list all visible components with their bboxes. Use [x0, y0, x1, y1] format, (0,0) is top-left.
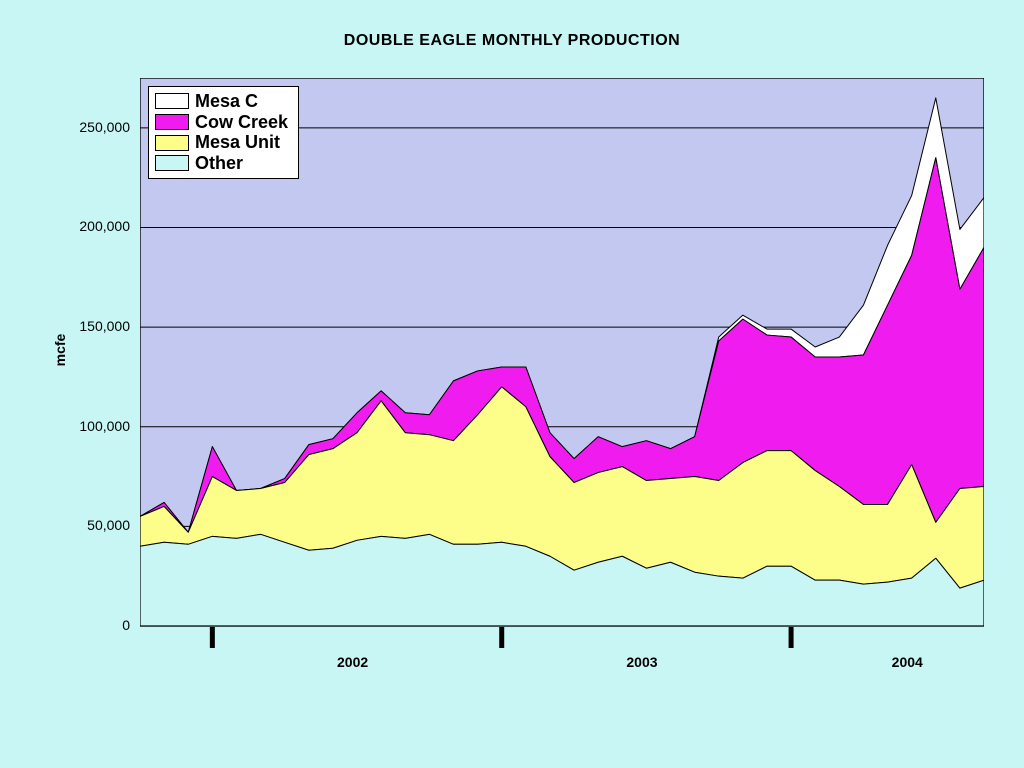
y-tick-label: 150,000: [66, 318, 130, 334]
legend-item: Mesa Unit: [155, 132, 288, 153]
legend-label: Mesa Unit: [195, 132, 280, 153]
x-year-label: 2004: [892, 654, 923, 670]
legend: Mesa CCow CreekMesa UnitOther: [148, 86, 299, 179]
legend-swatch: [155, 93, 189, 109]
legend-swatch: [155, 114, 189, 130]
legend-swatch: [155, 135, 189, 151]
legend-swatch: [155, 155, 189, 171]
y-tick-label: 200,000: [66, 218, 130, 234]
x-year-label: 2002: [337, 654, 368, 670]
y-tick-label: 250,000: [66, 119, 130, 135]
legend-item: Cow Creek: [155, 112, 288, 133]
x-year-label: 2003: [626, 654, 657, 670]
legend-label: Cow Creek: [195, 112, 288, 133]
y-tick-label: 50,000: [66, 517, 130, 533]
y-tick-label: 100,000: [66, 418, 130, 434]
page-root: DOUBLE EAGLE MONTHLY PRODUCTION mcfe Mes…: [0, 0, 1024, 768]
chart-title: DOUBLE EAGLE MONTHLY PRODUCTION: [0, 32, 1024, 50]
legend-label: Mesa C: [195, 91, 258, 112]
legend-item: Mesa C: [155, 91, 288, 112]
y-tick-label: 0: [66, 617, 130, 633]
legend-label: Other: [195, 153, 243, 174]
legend-item: Other: [155, 153, 288, 174]
